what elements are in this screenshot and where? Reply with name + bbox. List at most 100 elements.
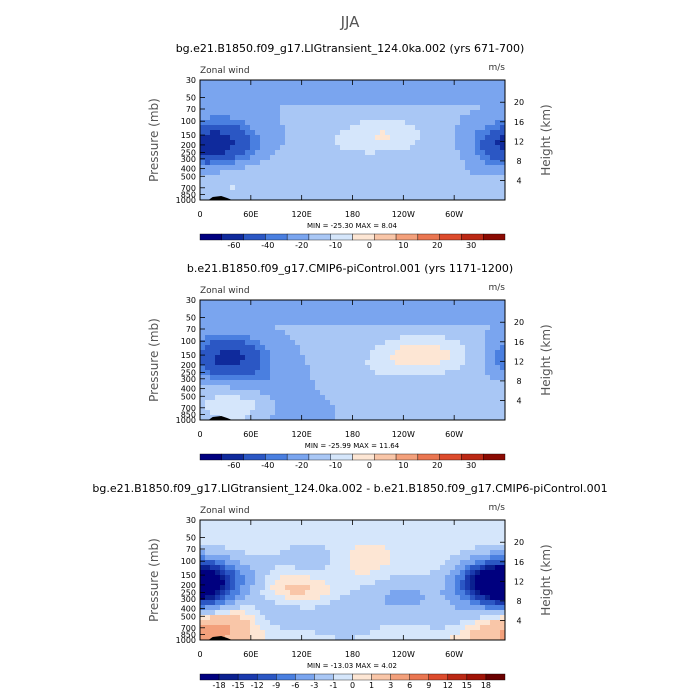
field-cell — [425, 165, 431, 171]
field-cell — [370, 635, 376, 640]
field-cell — [430, 165, 436, 171]
field-cell — [265, 115, 271, 121]
field-cell — [325, 155, 331, 161]
y-tick-label: 150 — [181, 351, 196, 360]
height-tick-label: 20 — [514, 538, 524, 547]
field-cell — [315, 360, 321, 366]
field-cell — [270, 145, 276, 151]
field-cell — [475, 155, 481, 161]
field-cell — [430, 610, 436, 616]
field-cell — [470, 400, 476, 406]
field-cell — [260, 115, 266, 121]
field-cell — [455, 305, 461, 311]
field-cell — [210, 610, 216, 616]
field-cell — [270, 380, 276, 386]
field-cell — [410, 600, 416, 606]
field-cell — [450, 350, 456, 356]
field-cell — [365, 300, 371, 306]
field-cell — [500, 105, 505, 111]
colorbar-box — [439, 453, 462, 461]
field-cell — [400, 85, 406, 91]
field-cell — [345, 570, 351, 576]
field-cell — [265, 160, 271, 166]
field-cell — [470, 560, 476, 566]
field-cell — [360, 390, 366, 396]
field-cell — [385, 125, 391, 131]
field-cell — [320, 530, 326, 536]
field-cell — [415, 635, 421, 640]
field-cell — [315, 410, 321, 416]
field-cell — [245, 390, 251, 396]
field-cell — [405, 330, 411, 336]
field-cell — [440, 320, 446, 326]
field-cell — [370, 100, 376, 106]
field-cell — [295, 185, 301, 191]
field-cell — [455, 395, 461, 401]
field-cell — [235, 305, 241, 311]
field-cell — [365, 105, 371, 111]
field-cell — [235, 610, 241, 616]
field-cell — [210, 580, 216, 586]
field-cell — [230, 355, 236, 361]
field-cell — [305, 90, 311, 96]
field-cell — [250, 615, 256, 621]
field-cell — [205, 120, 211, 126]
colorbar-box — [199, 453, 222, 461]
field-cell — [425, 95, 431, 101]
field-cell — [390, 150, 396, 156]
field-cell — [455, 390, 461, 396]
field-cell — [330, 180, 336, 186]
field-cell — [440, 555, 446, 561]
field-cell — [290, 520, 296, 526]
field-cell — [300, 145, 306, 151]
field-cell — [265, 305, 271, 311]
field-cell — [255, 105, 261, 111]
field-cell — [210, 560, 216, 566]
field-cell — [475, 620, 481, 626]
field-cell — [350, 100, 356, 106]
field-cell — [485, 585, 491, 591]
field-cell — [250, 555, 256, 561]
field-cell — [300, 525, 306, 531]
field-cell — [455, 320, 461, 326]
height-tick-label: 12 — [514, 357, 524, 366]
field-cell — [310, 145, 316, 151]
field-cell — [465, 350, 471, 356]
field-cell — [395, 560, 401, 566]
field-cell — [295, 600, 301, 606]
colorbar — [199, 673, 506, 681]
field-cell — [435, 185, 441, 191]
field-cell — [425, 595, 431, 601]
field-cell — [250, 630, 256, 636]
field-cell — [455, 105, 461, 111]
field-cell — [490, 350, 496, 356]
field-cell — [280, 415, 286, 420]
field-cell — [400, 180, 406, 186]
field-cell — [445, 605, 451, 611]
field-cell — [215, 375, 221, 381]
field-cell — [450, 555, 456, 561]
field-cell — [315, 555, 321, 561]
field-cell — [310, 405, 316, 411]
field-cell — [200, 355, 206, 361]
field-cell — [360, 355, 366, 361]
field-cell — [215, 175, 221, 181]
field-cell — [450, 545, 456, 551]
field-cell — [460, 520, 466, 526]
field-cell — [260, 325, 266, 331]
field-cell — [500, 635, 505, 640]
field-cell — [385, 560, 391, 566]
field-cell — [295, 150, 301, 156]
field-cell — [430, 370, 436, 376]
field-cell — [205, 165, 211, 171]
units-label: m/s — [489, 283, 506, 293]
field-cell — [415, 315, 421, 321]
field-cell — [490, 325, 496, 331]
field-cell — [215, 615, 221, 621]
field-cell — [320, 410, 326, 416]
field-cell — [495, 590, 501, 596]
field-cell — [315, 590, 321, 596]
x-tick-label: 120E — [292, 650, 312, 659]
field-cell — [455, 570, 461, 576]
field-cell — [485, 570, 491, 576]
